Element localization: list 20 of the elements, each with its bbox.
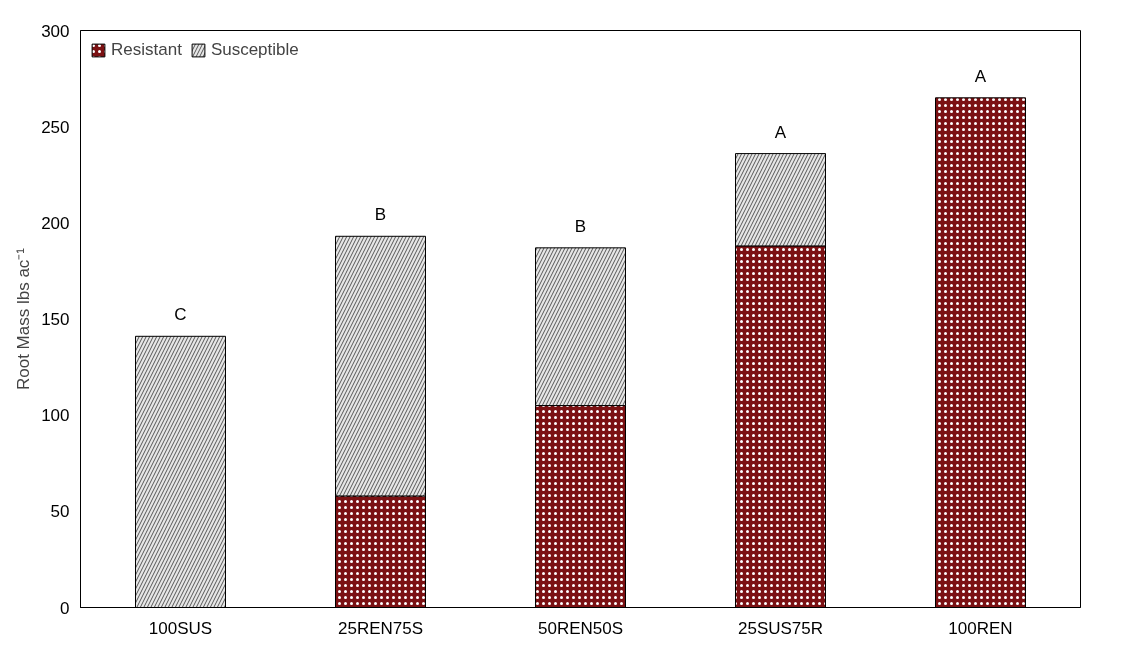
legend-label: Susceptible: [210, 40, 299, 60]
x-tick-label: 100SUS: [148, 618, 213, 638]
y-tick-label: 250: [41, 117, 70, 137]
x-tick-label: 100REN: [948, 618, 1013, 638]
y-tick-label: 100: [41, 406, 70, 426]
y-axis-title: Root Mass lbs ac⁻¹: [14, 247, 34, 391]
y-tick-label: 200: [41, 213, 70, 233]
y-tick-label: 0: [60, 598, 70, 618]
y-tick-label: 50: [50, 502, 70, 522]
y-tick-label: 300: [41, 21, 70, 41]
annotation: A: [774, 122, 787, 142]
legend-label: Resistant: [111, 40, 182, 60]
annotation: B: [574, 216, 587, 236]
x-tick-label: 50REN50S: [537, 618, 624, 638]
annotation: A: [974, 66, 987, 86]
x-tick-label: 25REN75S: [337, 618, 424, 638]
y-tick-label: 150: [41, 310, 70, 329]
x-tick-label: 25SUS75R: [737, 618, 824, 638]
annotation: B: [374, 205, 387, 225]
annotation: C: [174, 305, 187, 325]
